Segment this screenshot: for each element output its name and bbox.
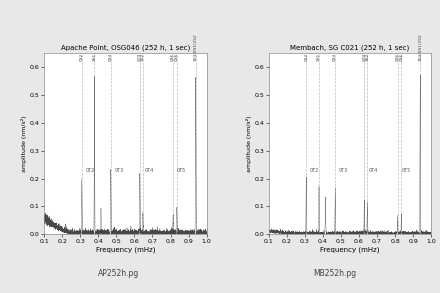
Text: 0T2: 0T2 [85, 168, 95, 173]
Text: 0T4: 0T4 [369, 168, 378, 173]
Text: 0S2: 0S2 [80, 53, 84, 61]
Text: 0T4: 0T4 [138, 53, 142, 61]
Text: 0S6: 0S6 [396, 53, 400, 61]
Text: 0S3: 0S3 [333, 53, 337, 61]
Text: MB252h.pg: MB252h.pg [313, 269, 356, 278]
Text: 0S2: 0S2 [304, 53, 308, 61]
Text: 0S6: 0S6 [400, 53, 403, 61]
X-axis label: Frequency (mHz): Frequency (mHz) [95, 246, 155, 253]
Text: 1S2: 1S2 [365, 53, 370, 61]
Text: 0T5: 0T5 [177, 168, 186, 173]
Y-axis label: amplitude (nm/s²): amplitude (nm/s²) [246, 115, 252, 172]
Text: 2S1: 2S1 [92, 53, 96, 61]
Text: 1S2: 1S2 [141, 53, 145, 61]
Text: 2S1: 2S1 [317, 53, 321, 61]
Text: AP252h.pg: AP252h.pg [98, 269, 139, 278]
Text: 0T3: 0T3 [339, 168, 348, 173]
Text: 0T3: 0T3 [114, 168, 124, 173]
Title: Membach, SG C021 (252 h, 1 sec): Membach, SG C021 (252 h, 1 sec) [290, 45, 410, 52]
Text: 0S3: 0S3 [109, 53, 113, 61]
X-axis label: Frequency (mHz): Frequency (mHz) [320, 246, 380, 253]
Text: 0T4: 0T4 [144, 168, 154, 173]
Text: 1S3/0S1/2S2: 1S3/0S1/2S2 [418, 33, 422, 61]
Text: 0S6: 0S6 [171, 53, 175, 61]
Text: 1S3/0S1/2S2: 1S3/0S1/2S2 [194, 33, 198, 61]
Text: 0T2: 0T2 [310, 168, 319, 173]
Y-axis label: amplitude (nm/s²): amplitude (nm/s²) [21, 115, 27, 172]
Text: 0T5: 0T5 [401, 168, 411, 173]
Text: 0T4: 0T4 [362, 53, 367, 61]
Text: 0S6: 0S6 [175, 53, 179, 61]
Title: Apache Point, OSG046 (252 h, 1 sec): Apache Point, OSG046 (252 h, 1 sec) [61, 45, 190, 52]
